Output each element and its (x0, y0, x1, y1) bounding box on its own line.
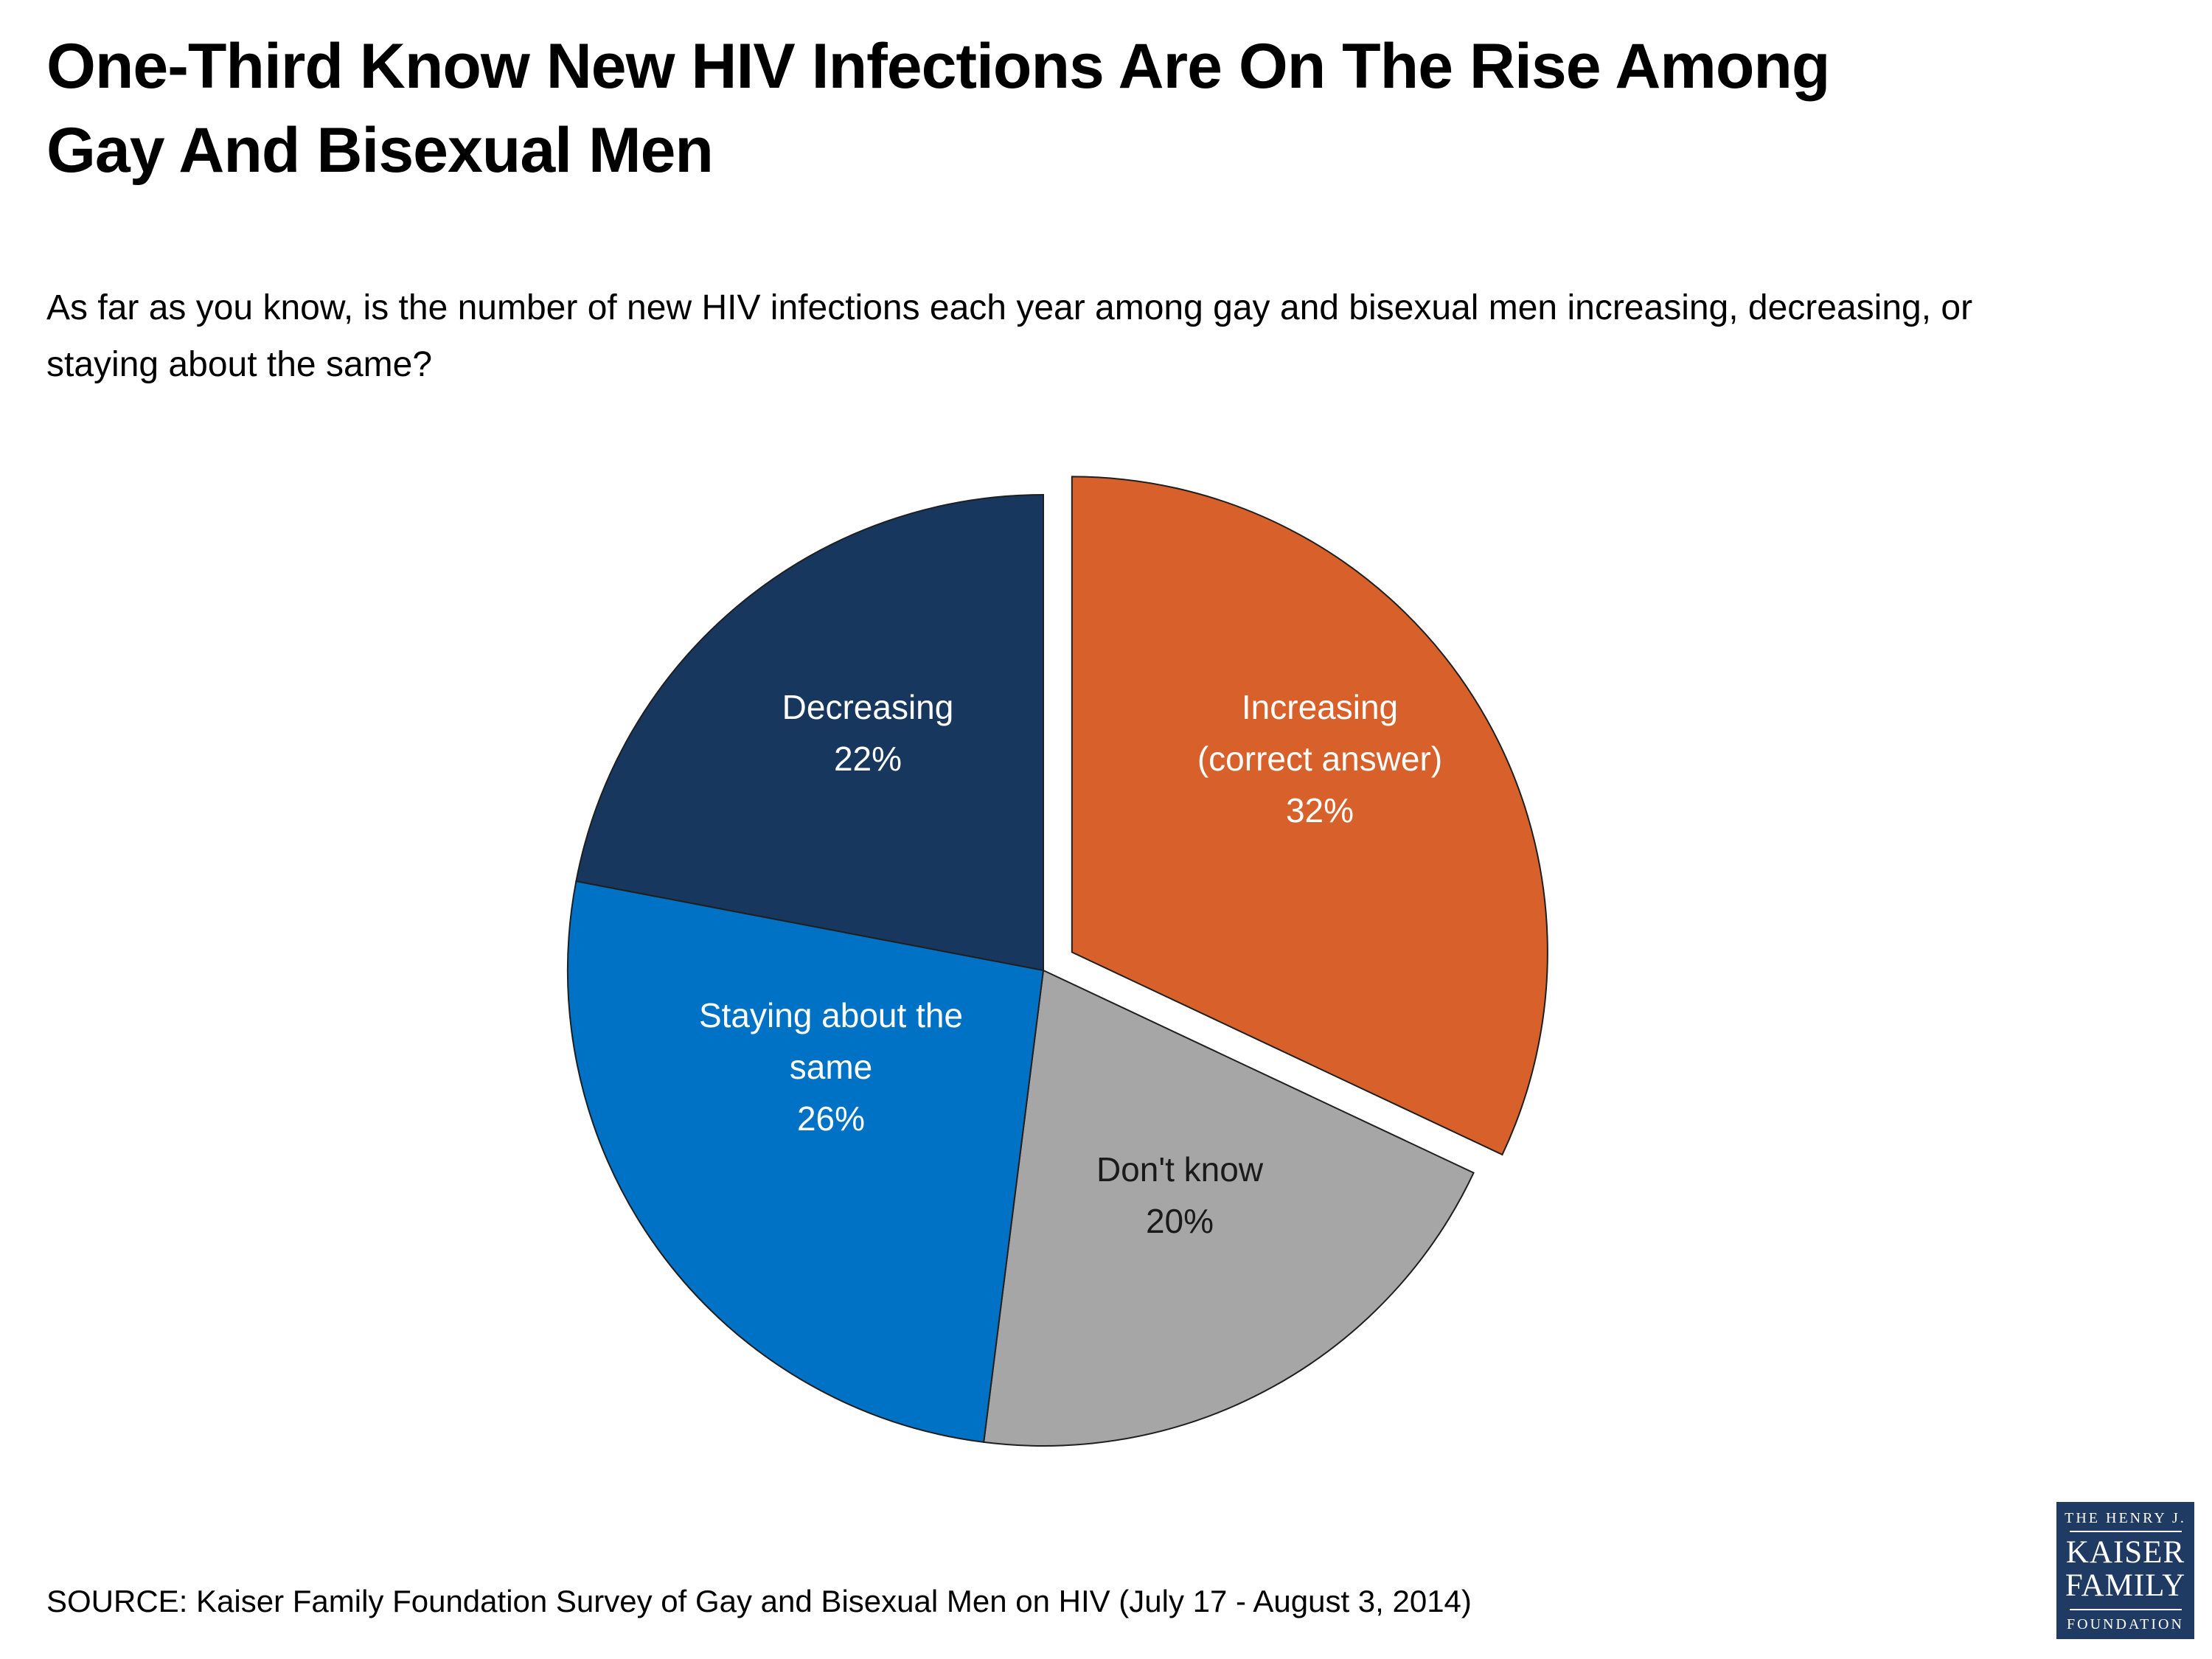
pie-slice-increasing-correct-answer (1071, 476, 1548, 1156)
kff-logo-line-henry: THE HENRY J. (2065, 1510, 2186, 1527)
page-title: One-Third Know New HIV Infections Are On… (46, 31, 1830, 186)
kff-logo-line-family: FAMILY (2065, 1568, 2186, 1603)
kff-logo-rule-bottom (2069, 1608, 2182, 1610)
survey-question: As far as you know, is the number of new… (46, 288, 1973, 384)
kff-logo-line-foundation: FOUNDATION (2067, 1615, 2184, 1632)
pie-slices (566, 476, 1548, 1447)
kff-logo-rule-top (2069, 1531, 2182, 1533)
kff-logo-line-kaiser: KAISER (2065, 1535, 2185, 1571)
pie-slice-label-increasing-correct-answer: Increasing (correct answer) 32% (1197, 688, 1443, 830)
source-note: SOURCE: Kaiser Family Foundation Survey … (46, 1584, 1472, 1618)
pie-slice-label-decreasing: Decreasing 22% (782, 688, 954, 778)
kff-logo: THE HENRY J. KAISER FAMILY FOUNDATION (2056, 1502, 2194, 1639)
pie-slice-label-don-t-know: Don't know 20% (1096, 1150, 1264, 1240)
pie-slice-decreasing (575, 493, 1044, 972)
pie-slice-staying-about-the-same (566, 880, 1045, 1444)
pie-slice-don-t-know (983, 969, 1475, 1447)
pie-slice-label-staying-about-the-same: Staying about the same 26% (698, 996, 964, 1138)
